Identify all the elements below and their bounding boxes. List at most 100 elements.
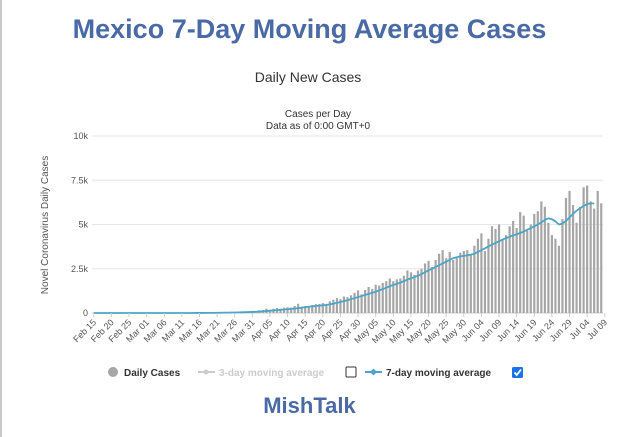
legend-7day-average[interactable]: 7-day moving average xyxy=(365,368,491,379)
daily-cases-bar xyxy=(427,260,430,313)
legend-3day-checkbox[interactable] xyxy=(345,366,357,378)
daily-cases-bar xyxy=(381,282,384,313)
y-tick-label: 10k xyxy=(73,131,88,141)
legend-7day-checkbox[interactable] xyxy=(512,367,523,378)
daily-cases-bar xyxy=(364,289,367,313)
daily-cases-bar xyxy=(596,190,599,313)
daily-cases-bar xyxy=(293,305,296,313)
legend-daily-cases[interactable]: Daily Cases xyxy=(108,367,181,379)
daily-cases-bar xyxy=(575,222,578,313)
legend-7day-average-marker xyxy=(370,368,377,376)
daily-cases-bar xyxy=(416,270,420,313)
daily-cases-bar xyxy=(339,299,342,313)
legend-7day-average-label: 7-day moving average xyxy=(386,368,491,379)
daily-cases-bar xyxy=(564,197,568,313)
daily-cases-bar xyxy=(311,305,314,313)
daily-cases-bar xyxy=(455,257,458,313)
daily-cases-bar xyxy=(328,301,331,313)
x-tick-label: Jul 09 xyxy=(585,317,609,341)
daily-cases-bar xyxy=(448,251,451,313)
daily-cases-bar xyxy=(593,208,596,313)
daily-cases-bar xyxy=(367,286,370,313)
legend-3day-average-label: 3-day moving average xyxy=(219,368,324,379)
daily-cases-bar xyxy=(550,235,553,313)
daily-cases-bar xyxy=(430,266,434,313)
legend-daily-cases-label: Daily Cases xyxy=(124,368,181,379)
daily-cases-bar xyxy=(508,226,511,313)
checkmark-icon xyxy=(513,368,522,377)
footer-brand: MishTalk xyxy=(263,393,356,418)
daily-cases-bar xyxy=(452,259,455,313)
daily-cases-bar xyxy=(342,296,346,313)
daily-cases-bar xyxy=(434,259,437,313)
daily-cases-bar xyxy=(459,252,462,313)
page-title: Mexico 7-Day Moving Average Cases xyxy=(72,14,547,44)
daily-cases-bar xyxy=(483,251,487,313)
daily-cases-bar xyxy=(392,281,395,313)
daily-cases-bar xyxy=(526,230,529,313)
daily-cases-bar xyxy=(487,238,490,313)
daily-cases-bar xyxy=(512,220,515,313)
window-edge xyxy=(0,0,2,437)
daily-cases-bar xyxy=(571,205,575,313)
daily-cases-bar xyxy=(307,306,310,313)
daily-cases-bar xyxy=(395,279,398,313)
legend-3day-average[interactable]: 3-day moving average xyxy=(198,368,324,379)
y-axis-label: Novel Coronavirus Daily Cases xyxy=(40,156,51,294)
daily-cases-bar xyxy=(476,238,479,313)
daily-cases-bar xyxy=(582,187,585,313)
daily-cases-bar xyxy=(504,235,508,313)
daily-cases-bar xyxy=(600,203,603,313)
seven-day-average-line xyxy=(93,202,595,314)
y-tick-label: 7.5k xyxy=(71,175,89,185)
daily-cases-bar xyxy=(586,185,589,313)
chart-subtitle: Cases per Day xyxy=(285,109,351,120)
daily-cases-bar xyxy=(501,239,504,313)
daily-cases-bar xyxy=(543,206,546,313)
daily-cases-bar xyxy=(441,250,444,313)
daily-cases-bar xyxy=(579,206,582,313)
daily-cases-bar xyxy=(371,288,374,313)
daily-cases-bar xyxy=(533,213,536,313)
daily-cases-bar xyxy=(462,251,465,313)
daily-cases-bar xyxy=(346,297,349,313)
daily-cases-bar xyxy=(557,245,561,313)
daily-cases-bar xyxy=(423,263,427,313)
daily-cases-bar xyxy=(321,303,324,313)
daily-cases-bar xyxy=(279,308,282,313)
daily-cases-bar xyxy=(356,290,360,313)
daily-cases-bar xyxy=(286,307,289,313)
chart-title: Daily New Cases xyxy=(255,69,362,85)
daily-cases-bar xyxy=(399,278,402,313)
legend-7day-checkbox-box xyxy=(512,367,523,378)
daily-cases-bar xyxy=(438,253,441,313)
y-tick-label: 2.5k xyxy=(71,264,89,274)
chart-legend: Daily Cases 3-day moving average 7-day m… xyxy=(108,366,523,379)
daily-cases-bar xyxy=(388,278,391,313)
daily-cases-bar xyxy=(304,306,307,313)
y-tick-label: 5k xyxy=(78,220,88,230)
daily-cases-bar xyxy=(522,215,525,313)
chart-note: Data as of 0:00 GMT+0 xyxy=(266,121,371,132)
daily-cases-bar xyxy=(490,226,494,313)
daily-cases-bar xyxy=(374,284,377,313)
daily-cases-bar xyxy=(360,294,363,313)
daily-cases-bar xyxy=(332,299,335,313)
daily-cases-bar xyxy=(529,224,532,313)
daily-cases-bar xyxy=(469,254,472,313)
daily-cases-bars xyxy=(145,185,603,313)
daily-cases-bar xyxy=(473,245,476,313)
daily-cases-bar xyxy=(515,228,518,313)
moving-average-lines xyxy=(93,202,595,314)
daily-cases-bar xyxy=(420,268,423,313)
legend-3day-average-marker xyxy=(203,369,209,375)
daily-cases-bar xyxy=(497,224,501,313)
y-tick-label: 0 xyxy=(83,308,88,318)
daily-cases-bar xyxy=(385,281,388,313)
daily-cases-bar xyxy=(318,303,321,313)
daily-cases-bar xyxy=(409,272,413,313)
daily-cases-bar xyxy=(561,219,564,313)
daily-cases-bar xyxy=(378,285,381,313)
daily-cases-bar xyxy=(445,258,448,313)
